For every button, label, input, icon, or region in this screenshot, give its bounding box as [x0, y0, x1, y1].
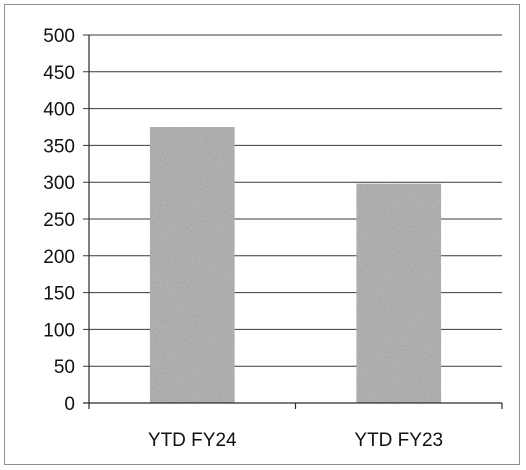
y-tick-label-50: 50 [54, 357, 75, 378]
y-tick-label-500: 500 [43, 26, 75, 47]
y-tick-label-150: 150 [43, 284, 75, 305]
y-tick-label-0: 0 [64, 394, 75, 415]
y-tick-labels: 0 50 100 150 200 250 300 350 400 450 500 [43, 26, 75, 415]
chart-frame: 0 50 100 150 200 250 300 350 400 450 500 YTD FY24 Y… [4, 4, 520, 465]
y-tick-label-300: 300 [43, 173, 75, 194]
y-tick-label-450: 450 [43, 63, 75, 84]
bar-ytd-fy23 [356, 183, 442, 403]
bars [149, 127, 442, 403]
x-category-label-ytd-fy24: YTD FY24 [148, 430, 237, 451]
y-tick-label-350: 350 [43, 136, 75, 157]
y-tick-label-250: 250 [43, 210, 75, 231]
y-tick-label-200: 200 [43, 247, 75, 268]
axes [83, 35, 503, 409]
x-category-label-ytd-fy23: YTD FY23 [354, 430, 443, 451]
bar-ytd-fy24 [149, 127, 235, 403]
x-category-labels: YTD FY24 YTD FY23 [148, 430, 443, 451]
y-tick-label-400: 400 [43, 100, 75, 121]
y-tick-label-100: 100 [43, 320, 75, 341]
